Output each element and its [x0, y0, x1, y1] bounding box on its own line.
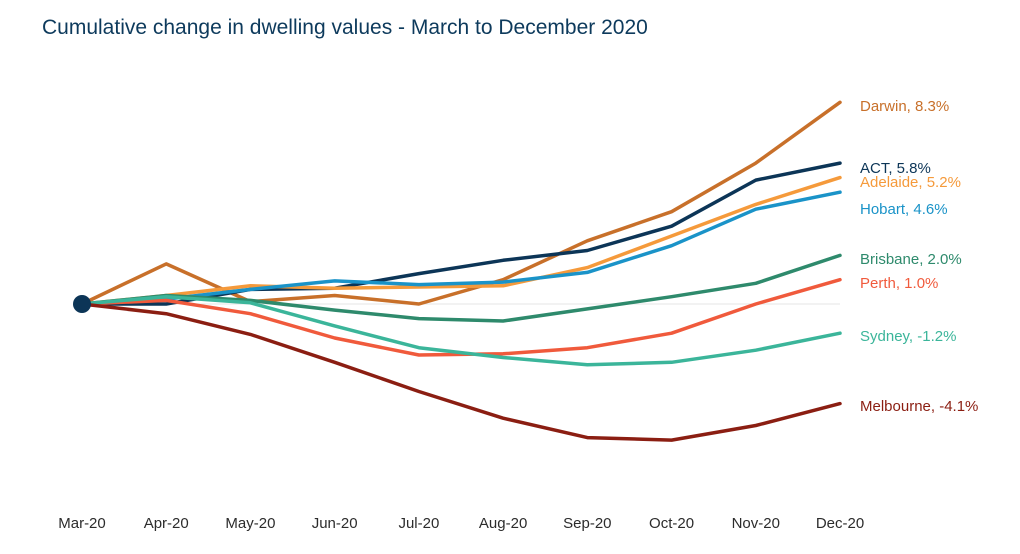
series-label-brisbane: Brisbane, 2.0% — [860, 251, 962, 268]
start-point-marker — [73, 295, 91, 313]
series-label-melbourne: Melbourne, -4.1% — [860, 398, 978, 415]
x-tick-label: Nov-20 — [732, 515, 780, 532]
series-layer — [73, 100, 842, 442]
x-tick-label: Oct-20 — [649, 515, 694, 532]
x-tick-label: Jul-20 — [398, 515, 439, 532]
series-line-darwin — [80, 100, 842, 306]
x-tick-label: May-20 — [225, 515, 275, 532]
series-line-perth — [80, 277, 842, 357]
series-line-brisbane — [80, 253, 842, 323]
series-line-adelaide — [80, 175, 842, 306]
series-line-sydney — [80, 294, 842, 367]
series-line-melbourne — [80, 302, 842, 442]
x-tick-label: Dec-20 — [816, 515, 864, 532]
chart-title: Cumulative change in dwelling values - M… — [42, 16, 648, 39]
series-line-hobart — [80, 190, 842, 306]
series-label-sydney: Sydney, -1.2% — [860, 328, 956, 345]
x-tick-label: Mar-20 — [58, 515, 106, 532]
x-tick-label: Jun-20 — [312, 515, 358, 532]
series-label-act: ACT, 5.8% — [860, 160, 931, 177]
series-label-hobart: Hobart, 4.6% — [860, 201, 948, 218]
x-tick-label: Apr-20 — [144, 515, 189, 532]
series-label-adelaide: Adelaide, 5.2% — [860, 174, 961, 191]
series-label-perth: Perth, 1.0% — [860, 275, 938, 292]
x-tick-label: Sep-20 — [563, 515, 611, 532]
series-label-darwin: Darwin, 8.3% — [860, 98, 949, 115]
x-tick-label: Aug-20 — [479, 515, 527, 532]
series-labels: Darwin, 8.3% ACT, 5.8%Adelaide, 5.2% Hobar… — [860, 98, 978, 415]
x-axis: Mar-20 Apr-20 May-20 Jun-20 Jul-20 Aug-20 Sep-… — [58, 515, 864, 532]
